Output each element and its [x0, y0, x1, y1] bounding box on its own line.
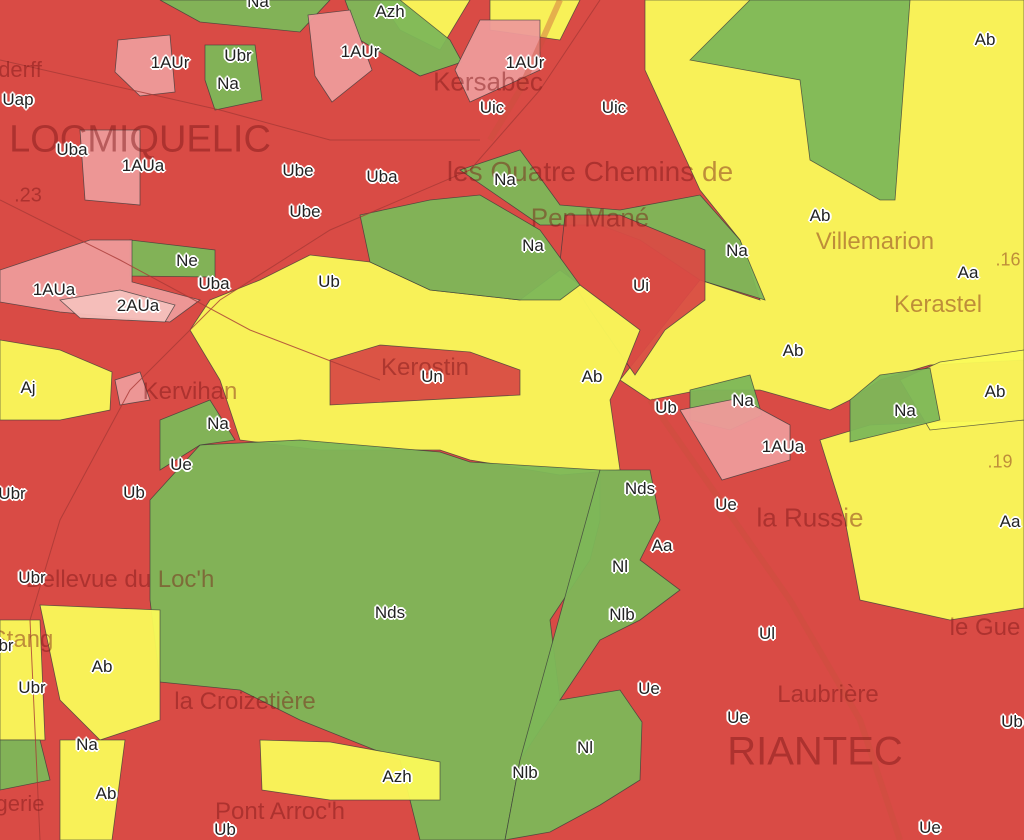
- zone-future-urban[interactable]: [79, 129, 141, 206]
- zone-future-urban-light[interactable]: [59, 289, 176, 323]
- zone-label[interactable]: 1AUa: [32, 280, 76, 299]
- zone-label[interactable]: Azh: [375, 2, 405, 21]
- zone-label[interactable]: Uap: [2, 90, 34, 109]
- zone-label[interactable]: Na: [522, 236, 544, 255]
- zone-label[interactable]: 1AUa: [121, 156, 165, 175]
- zone-label[interactable]: Ub: [318, 272, 340, 291]
- zone-label[interactable]: Ub: [1001, 712, 1023, 731]
- zone-natural[interactable]: [504, 469, 681, 840]
- zone-label[interactable]: br: [0, 636, 14, 655]
- zone-label[interactable]: 1AUr: [505, 53, 545, 72]
- zone-future-urban[interactable]: [114, 371, 151, 406]
- zone-label[interactable]: Ubr: [18, 568, 46, 587]
- zone-label[interactable]: 1AUa: [761, 437, 805, 456]
- zone-label[interactable]: Ubr: [224, 46, 252, 65]
- zone-label[interactable]: Aj: [20, 378, 36, 397]
- roads: [0, 0, 601, 840]
- zone-label[interactable]: Ubr: [18, 678, 46, 697]
- zone-label[interactable]: Ubr: [0, 484, 26, 503]
- zone-natural[interactable]: [359, 194, 581, 301]
- zone-label[interactable]: Un: [421, 367, 443, 386]
- zone-agricultural[interactable]: [259, 739, 441, 801]
- zone-natural[interactable]: [849, 367, 941, 443]
- zone-natural[interactable]: [129, 239, 216, 278]
- zone-label[interactable]: Na: [494, 170, 516, 189]
- zone-label[interactable]: Uba: [366, 167, 398, 186]
- zone-label[interactable]: Ube: [282, 161, 314, 180]
- zone-natural[interactable]: [159, 0, 331, 33]
- zone-urban[interactable]: [329, 344, 521, 406]
- zone-future-urban[interactable]: [454, 19, 541, 103]
- zone-label[interactable]: Ab: [974, 30, 996, 49]
- zone-agricultural[interactable]: [0, 339, 113, 421]
- zone-label[interactable]: Ue: [727, 708, 749, 727]
- zone-label[interactable]: Ab: [782, 341, 804, 360]
- zone-label[interactable]: Na: [207, 414, 229, 433]
- zone-label[interactable]: Nlb: [609, 605, 635, 624]
- zone-label[interactable]: Ab: [95, 784, 117, 803]
- zone-label[interactable]: Uic: [479, 98, 505, 117]
- zone-label[interactable]: Aa: [999, 512, 1021, 531]
- zone-label[interactable]: Ue: [919, 818, 941, 837]
- zone-label[interactable]: Nl: [611, 557, 629, 576]
- zone-agricultural[interactable]: [819, 419, 1024, 621]
- zone-label[interactable]: Uba: [198, 274, 230, 293]
- zone-label[interactable]: Ue: [638, 679, 660, 698]
- zone-label[interactable]: 1AUr: [340, 42, 380, 61]
- zone-label[interactable]: Ube: [289, 202, 321, 221]
- zone-label[interactable]: Ab: [809, 206, 831, 225]
- zone-label[interactable]: 1AUr: [150, 53, 190, 72]
- zone-label[interactable]: Ul: [758, 624, 776, 643]
- zone-future-urban[interactable]: [679, 397, 791, 481]
- zone-label[interactable]: Azh: [382, 767, 412, 786]
- zone-label[interactable]: Na: [726, 241, 748, 260]
- zone-label[interactable]: 2AUa: [116, 296, 160, 315]
- zone-label[interactable]: Na: [247, 0, 269, 11]
- zone-label[interactable]: Ub: [214, 820, 236, 839]
- zone-label[interactable]: Nds: [624, 479, 656, 498]
- zone-natural[interactable]: [0, 739, 51, 791]
- zone-label[interactable]: Na: [76, 735, 98, 754]
- zone-label[interactable]: Aa: [651, 536, 673, 555]
- zone-natural[interactable]: [689, 0, 911, 201]
- zone-label[interactable]: Ub: [123, 483, 145, 502]
- zone-label[interactable]: Aa: [957, 263, 979, 282]
- zone-natural[interactable]: [204, 44, 263, 111]
- zone-label[interactable]: Nds: [374, 603, 406, 622]
- zone-label[interactable]: Nlb: [512, 763, 538, 782]
- zone-label[interactable]: Ab: [984, 382, 1006, 401]
- zone-label[interactable]: Uic: [601, 98, 627, 117]
- zone-label[interactable]: Ue: [715, 495, 737, 514]
- zone-label[interactable]: Ne: [176, 251, 198, 270]
- zone-label[interactable]: Na: [732, 391, 754, 410]
- zone-label[interactable]: Ab: [581, 367, 603, 386]
- zone-natural[interactable]: [159, 399, 236, 471]
- zone-label[interactable]: Na: [894, 401, 916, 420]
- zone-label[interactable]: Ub: [655, 398, 677, 417]
- zone-label[interactable]: Ab: [91, 657, 113, 676]
- zone-future-urban[interactable]: [114, 34, 176, 97]
- zone-agricultural[interactable]: [59, 739, 126, 840]
- zone-label[interactable]: Ui: [632, 276, 650, 295]
- zone-label[interactable]: Na: [217, 74, 239, 93]
- zone-label[interactable]: Nl: [576, 738, 594, 757]
- zone-future-urban[interactable]: [307, 9, 373, 103]
- zone-label[interactable]: Ue: [170, 455, 192, 474]
- zone-agricultural[interactable]: [39, 604, 161, 741]
- zone-label[interactable]: Uba: [56, 140, 88, 159]
